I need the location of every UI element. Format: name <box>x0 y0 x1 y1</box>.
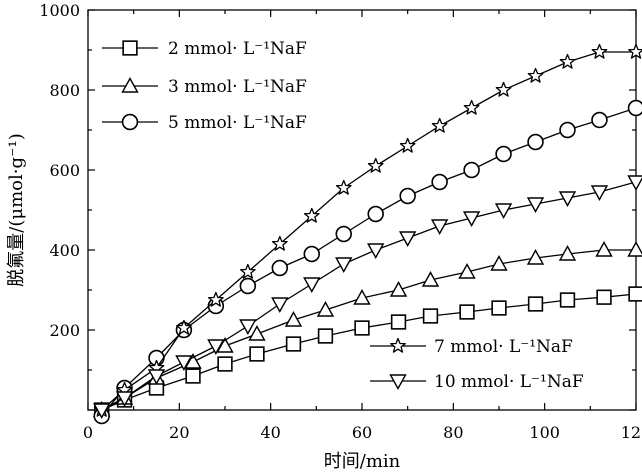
legend-marker <box>389 374 407 390</box>
y-tick-label: 1000 <box>39 1 80 20</box>
legend-marker <box>121 113 139 131</box>
data-point <box>595 241 613 257</box>
data-point <box>527 67 544 83</box>
legend-marker <box>122 40 138 56</box>
legend: 2 mmol· L⁻¹NaF 3 mmol· L⁻¹NaF 5 mmol· L⁻¹N… <box>102 39 584 392</box>
data-point <box>390 281 407 297</box>
data-point <box>271 259 289 277</box>
y-axis-title: 脱氟量/(μmol·g⁻¹) <box>6 133 27 286</box>
data-point <box>399 187 416 205</box>
data-point <box>317 328 334 344</box>
data-point <box>559 121 576 139</box>
series-line <box>101 107 637 417</box>
y-tick-label: 600 <box>49 161 80 180</box>
x-tick-label: 120 <box>621 423 642 442</box>
data-point <box>491 300 507 316</box>
x-tick-label: 20 <box>169 423 189 442</box>
data-point <box>239 277 257 295</box>
data-point <box>317 301 334 317</box>
x-tick-label: 0 <box>83 423 93 442</box>
legend-entry: 10 mmol· L⁻¹NaF <box>370 372 584 392</box>
data-point <box>463 99 480 115</box>
y-tick-label: 400 <box>49 241 80 260</box>
series-triangle-up <box>93 241 642 417</box>
data-point <box>303 245 320 263</box>
data-point <box>367 205 384 223</box>
legend-marker <box>121 77 139 93</box>
data-point <box>335 257 352 273</box>
x-tick-label: 100 <box>529 423 560 442</box>
data-point <box>431 219 448 235</box>
data-point <box>596 289 612 305</box>
legend-label: 7 mmol· L⁻¹NaF <box>434 337 573 357</box>
data-point <box>249 346 265 362</box>
data-point <box>627 99 642 117</box>
y-tick-label: 200 <box>49 321 80 340</box>
legend-label: 2 mmol· L⁻¹NaF <box>168 39 307 59</box>
legend-marker <box>390 337 406 353</box>
legend-entry: 5 mmol· L⁻¹NaF <box>102 113 307 133</box>
axis-ticks <box>87 9 637 411</box>
data-point <box>559 292 576 308</box>
series-triangle-down <box>93 175 642 419</box>
series-star <box>93 43 642 417</box>
data-point <box>217 356 233 372</box>
data-point <box>422 308 439 324</box>
data-point <box>463 161 480 179</box>
data-point <box>627 241 642 257</box>
data-point <box>559 53 576 69</box>
legend-label: 3 mmol· L⁻¹NaF <box>168 77 307 97</box>
data-point <box>431 173 448 191</box>
legend-label: 5 mmol· L⁻¹NaF <box>168 113 307 133</box>
data-point <box>495 145 512 163</box>
data-point <box>459 304 475 320</box>
data-point <box>390 314 407 330</box>
data-point <box>399 231 416 247</box>
data-point <box>591 43 608 59</box>
series-square <box>94 286 642 418</box>
data-point <box>185 368 201 384</box>
data-point <box>303 277 320 293</box>
data-point <box>628 286 642 302</box>
x-tick-label: 80 <box>443 423 463 442</box>
data-point <box>527 296 544 312</box>
data-point <box>495 81 512 97</box>
data-point <box>335 225 352 243</box>
x-axis-title: 时间/min <box>324 451 401 472</box>
data-point <box>431 117 448 133</box>
data-point <box>627 175 642 191</box>
data-point <box>399 137 416 153</box>
legend-entry: 7 mmol· L⁻¹NaF <box>370 337 573 357</box>
legend-entry: 3 mmol· L⁻¹NaF <box>102 77 307 97</box>
series-layer <box>93 43 642 425</box>
data-point <box>367 243 384 259</box>
tick-labels: 0 20 40 60 80 100 120 200 400 600 800 1000 <box>39 1 642 442</box>
y-tick-label: 800 <box>49 81 80 100</box>
x-tick-label: 40 <box>260 423 280 442</box>
data-point <box>239 319 257 335</box>
data-point <box>285 336 302 352</box>
legend-entry: 2 mmol· L⁻¹NaF <box>102 39 307 59</box>
data-point <box>527 133 544 151</box>
data-point <box>271 297 288 313</box>
data-point <box>628 43 642 59</box>
data-point <box>591 111 608 129</box>
x-tick-label: 60 <box>352 423 372 442</box>
data-point <box>354 320 370 336</box>
data-point <box>285 311 302 327</box>
data-point <box>248 325 266 341</box>
legend-label: 10 mmol· L⁻¹NaF <box>434 372 584 392</box>
